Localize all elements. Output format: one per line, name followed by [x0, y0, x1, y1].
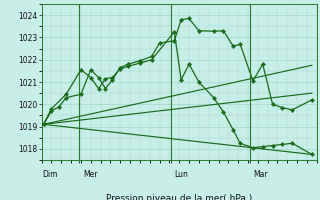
Text: Mer: Mer	[83, 170, 97, 179]
Text: Pression niveau de la mer( hPa ): Pression niveau de la mer( hPa )	[106, 194, 252, 200]
Text: Lun: Lun	[174, 170, 188, 179]
Text: Mar: Mar	[253, 170, 268, 179]
Text: Dim: Dim	[43, 170, 58, 179]
